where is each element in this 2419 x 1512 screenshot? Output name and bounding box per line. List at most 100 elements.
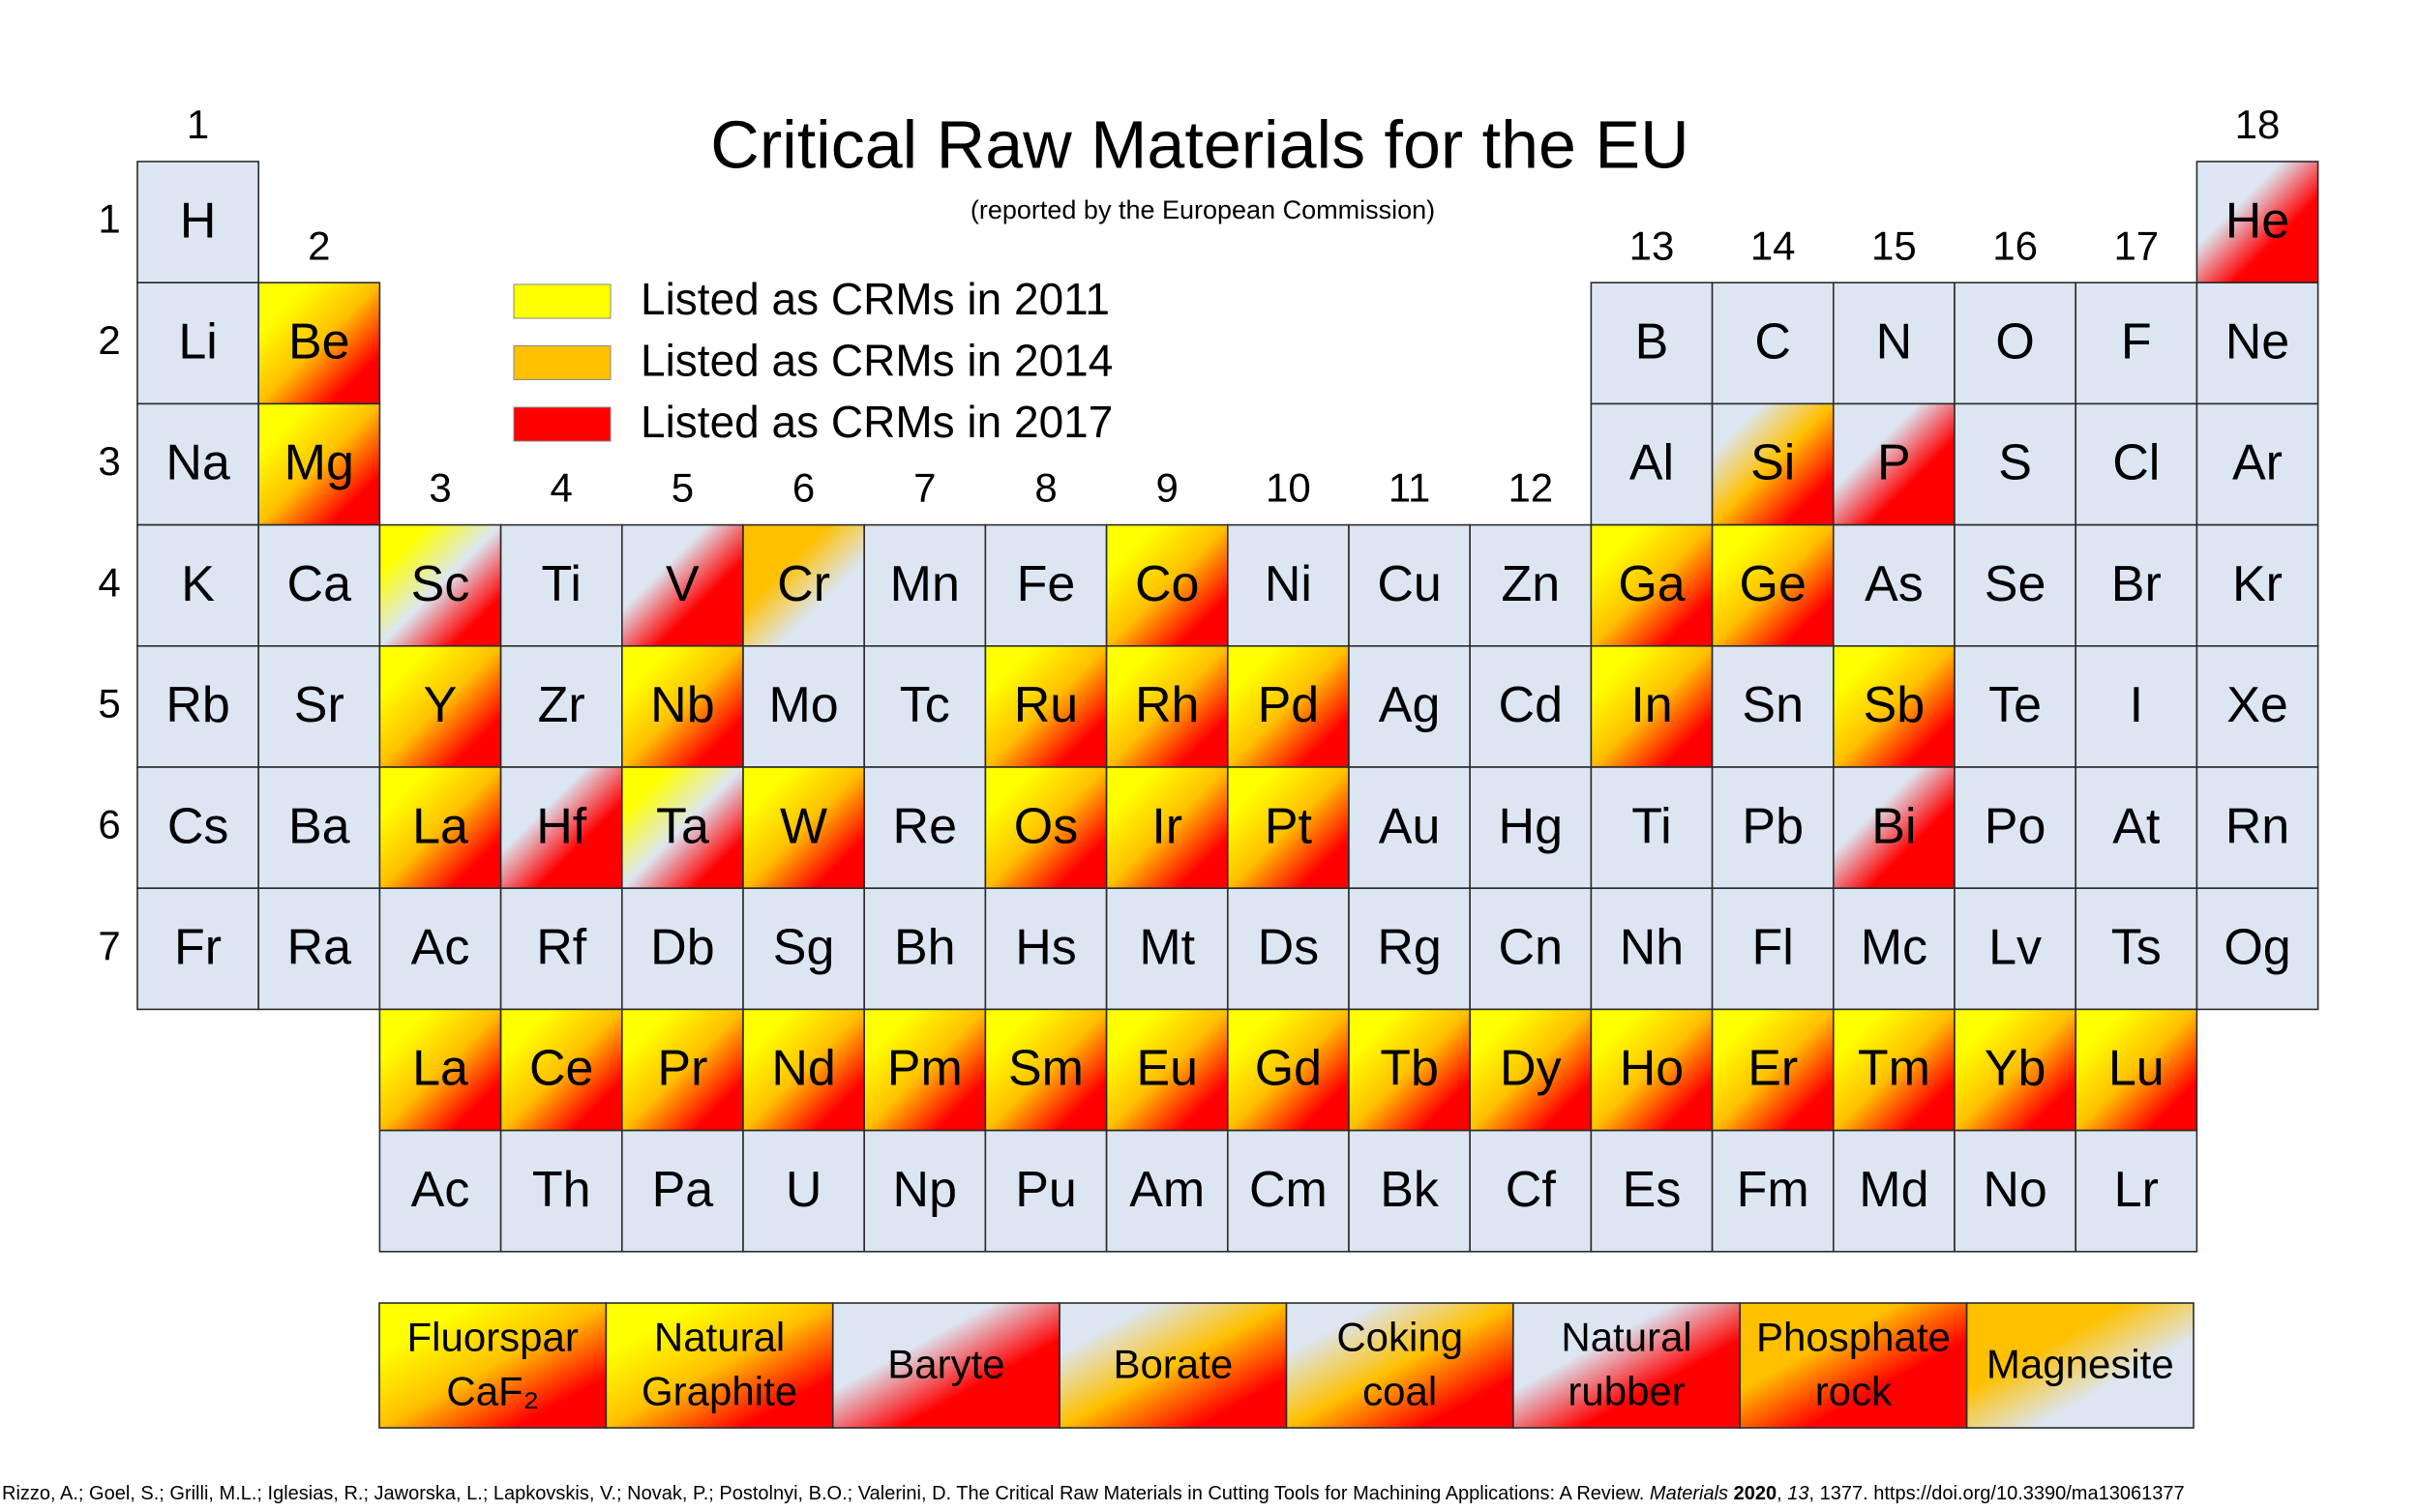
element-symbol: Mo: [768, 677, 838, 733]
element-symbol: Be: [288, 314, 350, 371]
group-label: 18: [2235, 102, 2281, 147]
element-cell: [1348, 644, 1471, 768]
material-box: [1965, 1302, 2195, 1429]
element-symbol: V: [666, 556, 700, 612]
element-cell: [1954, 282, 2076, 405]
element-cell: [136, 644, 259, 768]
material-box: [378, 1302, 608, 1429]
element-cell: [1954, 1129, 2076, 1253]
element-symbol: Md: [1859, 1162, 1928, 1218]
element-symbol: Ts: [2111, 920, 2162, 976]
element-symbol: Zr: [538, 677, 585, 733]
citation-part: Materials: [1650, 1483, 1728, 1504]
element-symbol: In: [1630, 677, 1672, 733]
element-cell: [1590, 523, 1714, 647]
element-symbol: Tc: [900, 677, 950, 733]
element-symbol: U: [786, 1162, 822, 1218]
legend-label: Listed as CRMs in 2011: [641, 274, 1110, 324]
group-label: 6: [792, 465, 815, 511]
element-symbol: Fe: [1017, 556, 1076, 612]
element-symbol: Hg: [1499, 798, 1563, 854]
element-cell: [1105, 1129, 1229, 1253]
group-label: 3: [429, 465, 451, 511]
element-cell: [257, 887, 381, 1011]
element-symbol: O: [1995, 314, 2034, 371]
element-cell: [2075, 1008, 2198, 1132]
material-label: CaF₂: [446, 1369, 539, 1414]
element-symbol: Cm: [1249, 1162, 1328, 1218]
element-symbol: K: [181, 556, 215, 612]
group-label: 16: [1992, 222, 2038, 268]
element-symbol: Rb: [165, 677, 229, 733]
element-cell: [1469, 766, 1593, 889]
element-symbol: Ac: [411, 920, 470, 976]
element-symbol: Fm: [1737, 1162, 1809, 1218]
element-cell: [1590, 766, 1714, 889]
element-symbol: Nb: [650, 677, 714, 733]
element-symbol: Pd: [1258, 677, 1320, 733]
element-cell: [1227, 1129, 1350, 1253]
element-cell: [1711, 1008, 1835, 1132]
element-symbol: Sc: [411, 556, 470, 612]
element-cell: [1348, 523, 1471, 647]
element-symbol: Br: [2111, 556, 2162, 612]
element-symbol: Ru: [1014, 677, 1078, 733]
material-label: coal: [1362, 1369, 1437, 1414]
citation-part: ,: [1777, 1483, 1787, 1504]
element-symbol: Rn: [2225, 798, 2289, 854]
period-label: 1: [98, 196, 120, 242]
element-symbol: Pb: [1742, 798, 1804, 854]
material-label: Phosphate: [1756, 1315, 1951, 1360]
element-cell: [2195, 282, 2319, 405]
period-label: 7: [98, 923, 120, 968]
group-label: 2: [308, 222, 330, 268]
element-cell: [620, 766, 744, 889]
element-symbol: Gd: [1255, 1041, 1322, 1097]
element-cell: [1954, 766, 2076, 889]
element-symbol: Mt: [1139, 920, 1195, 976]
element-cell: [378, 1008, 502, 1132]
element-symbol: Ra: [287, 920, 352, 976]
group-label: 10: [1266, 465, 1311, 511]
citation-part: Rizzo, A.; Goel, S.; Grilli, M.L.; Igles…: [2, 1483, 1650, 1504]
element-symbol: Fr: [174, 920, 222, 976]
element-symbol: Ca: [287, 556, 352, 612]
element-cell: [1105, 887, 1229, 1011]
element-cell: [1469, 1008, 1593, 1132]
material-label: Fluorspar: [406, 1315, 578, 1360]
element-cell: [257, 402, 381, 526]
element-cell: [1711, 766, 1835, 889]
element-symbol: Dy: [1500, 1041, 1562, 1097]
element-cell: [1711, 1129, 1835, 1253]
element-symbol: Cn: [1499, 920, 1563, 976]
material-label: rubber: [1568, 1369, 1685, 1414]
element-symbol: Sn: [1742, 677, 1804, 733]
element-cell: [136, 887, 259, 1011]
element-symbol: Ti: [542, 556, 582, 612]
element-symbol: Ni: [1265, 556, 1312, 612]
element-symbol: Ho: [1620, 1041, 1684, 1097]
legend-swatch: [513, 406, 612, 442]
element-symbol: Nh: [1620, 920, 1684, 976]
group-label: 12: [1508, 465, 1553, 511]
element-symbol: Zn: [1501, 556, 1560, 612]
period-label: 2: [98, 317, 120, 363]
element-cell: [1833, 887, 1956, 1011]
element-cell: [863, 523, 987, 647]
element-cell: [1833, 1008, 1956, 1132]
element-symbol: Po: [1985, 798, 2046, 854]
element-symbol: Ti: [1631, 798, 1671, 854]
element-symbol: Ac: [411, 1162, 470, 1218]
element-symbol: Cf: [1506, 1162, 1557, 1218]
legend-label: Listed as CRMs in 2017: [641, 397, 1113, 447]
element-cell: [1469, 1129, 1593, 1253]
element-cell: [136, 766, 259, 889]
element-cell: [1590, 887, 1714, 1011]
element-cell: [1469, 644, 1593, 768]
element-symbol: Nd: [771, 1041, 835, 1097]
element-symbol: Lv: [1988, 920, 2042, 976]
element-symbol: Er: [1747, 1041, 1798, 1097]
element-symbol: Fl: [1752, 920, 1794, 976]
element-cell: [742, 887, 865, 1011]
element-cell: [1711, 282, 1835, 405]
